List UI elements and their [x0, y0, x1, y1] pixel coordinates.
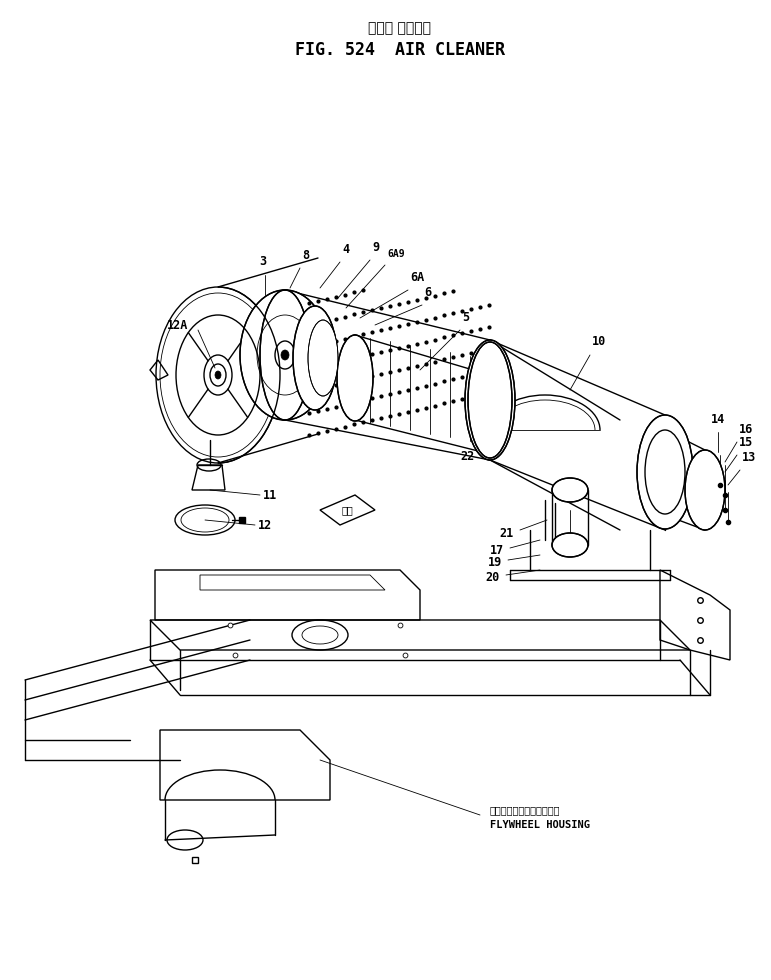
Text: 15: 15 [739, 436, 753, 449]
Text: 10: 10 [592, 335, 606, 348]
Text: 前方: 前方 [341, 505, 353, 515]
Text: 12: 12 [258, 518, 272, 531]
Ellipse shape [293, 306, 337, 410]
Text: 14: 14 [711, 413, 725, 426]
Ellipse shape [215, 371, 221, 379]
Text: 12A: 12A [167, 318, 188, 331]
Ellipse shape [552, 478, 588, 502]
Text: 17: 17 [490, 544, 504, 557]
Text: 5: 5 [462, 311, 469, 324]
Text: 20: 20 [486, 570, 500, 583]
Text: 21: 21 [500, 526, 514, 540]
Ellipse shape [260, 290, 310, 420]
Text: 13: 13 [742, 451, 756, 464]
Text: 3: 3 [259, 255, 267, 268]
Text: 4: 4 [342, 243, 349, 256]
Ellipse shape [685, 450, 725, 530]
Text: 6A9: 6A9 [387, 249, 405, 259]
Ellipse shape [465, 340, 515, 460]
Ellipse shape [637, 415, 693, 529]
Ellipse shape [281, 350, 289, 360]
Text: FLYWHEEL HOUSING: FLYWHEEL HOUSING [490, 820, 590, 830]
Ellipse shape [308, 320, 338, 396]
Text: フライホイールハウジング: フライホイールハウジング [490, 805, 561, 815]
Ellipse shape [552, 533, 588, 557]
Text: 8: 8 [302, 249, 309, 262]
Text: 19: 19 [488, 556, 502, 568]
Text: エアー クリーナ: エアー クリーナ [369, 21, 432, 35]
Text: 11: 11 [263, 488, 278, 502]
Text: 22: 22 [461, 450, 475, 463]
Text: 6: 6 [424, 286, 431, 299]
Text: 18: 18 [573, 540, 588, 553]
Ellipse shape [337, 335, 373, 421]
Text: 16: 16 [739, 423, 753, 436]
Text: FIG. 524  AIR CLEANER: FIG. 524 AIR CLEANER [295, 41, 505, 59]
Text: 9: 9 [372, 241, 379, 254]
Text: 6A: 6A [410, 271, 424, 284]
Ellipse shape [468, 342, 512, 458]
Ellipse shape [240, 290, 330, 420]
